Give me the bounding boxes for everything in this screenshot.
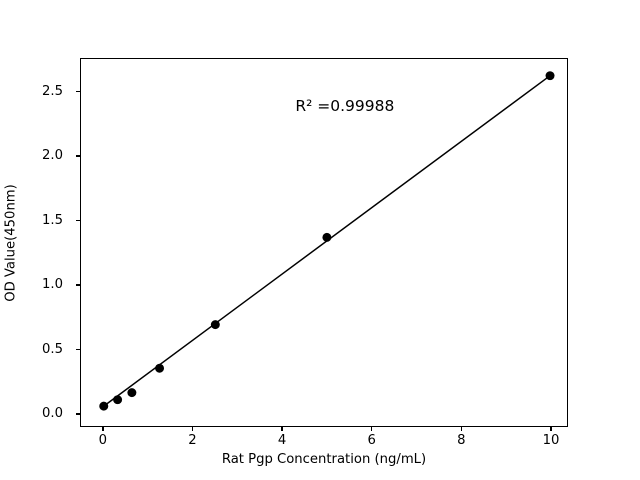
- x-tick-label: 10: [542, 433, 560, 448]
- data-point: [113, 395, 123, 405]
- x-tick-mark: [550, 427, 552, 431]
- y-tick-mark: [76, 413, 80, 415]
- data-point: [322, 232, 332, 242]
- x-tick-mark: [191, 427, 194, 431]
- x-axis-title: Rat Pgp Concentration (ng/mL): [221, 452, 427, 467]
- x-tick-mark: [371, 427, 373, 431]
- y-tick-label: 1.5: [42, 212, 63, 228]
- data-point: [99, 401, 109, 411]
- data-point: [545, 71, 555, 81]
- x-tick-mark: [460, 427, 462, 431]
- x-tick-label: 2: [188, 433, 197, 448]
- data-point: [155, 363, 165, 373]
- y-tick-mark: [76, 219, 80, 222]
- x-tick-label: 4: [277, 433, 287, 448]
- x-tick-label: 6: [367, 433, 376, 448]
- x-tick-label: 8: [457, 433, 466, 448]
- data-point: [127, 388, 137, 398]
- y-tick-mark: [76, 348, 80, 351]
- y-axis-title-wrapper: OD Value(450nm): [0, 58, 22, 427]
- x-tick-mark: [102, 427, 104, 431]
- y-tick-mark: [76, 155, 80, 157]
- y-tick-mark: [76, 90, 80, 93]
- data-layer: [99, 71, 555, 411]
- y-tick-label: 1.0: [42, 277, 63, 293]
- y-tick-label: 0.0: [42, 406, 63, 422]
- r-squared-annotation: R² =0.99988: [295, 97, 395, 116]
- y-tick-label: 2.5: [42, 83, 63, 99]
- data-point: [210, 320, 220, 330]
- y-tick-mark: [76, 284, 80, 286]
- x-tick-label: 0: [98, 433, 108, 448]
- x-tick-mark: [281, 427, 283, 431]
- plot-area: [80, 58, 568, 427]
- y-tick-label: 0.5: [42, 341, 63, 357]
- y-tick-label: 2.0: [42, 148, 63, 164]
